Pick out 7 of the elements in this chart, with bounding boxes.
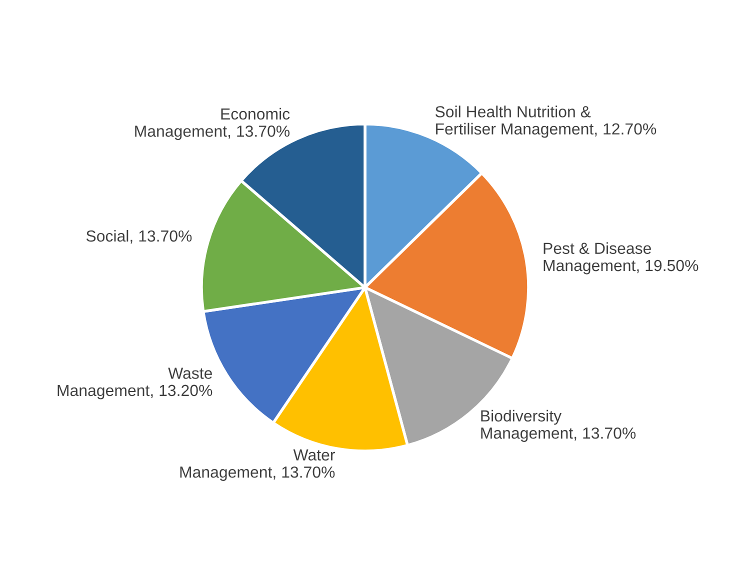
slice-label: Pest & Disease Management, 19.50% xyxy=(544,242,698,274)
slice-label: Social, 13.70% xyxy=(86,230,192,244)
slice-label: Soil Health Nutrition & Fertiliser Management, 12.70% xyxy=(435,106,656,138)
slice-label: Economic Management, 13.70% xyxy=(135,108,290,140)
slice-label: Water Management, 13.70% xyxy=(180,449,335,481)
slice-label: Biodiversity Management, 13.70% xyxy=(481,410,636,442)
slice-label: Waste Management, 13.20% xyxy=(58,368,212,400)
